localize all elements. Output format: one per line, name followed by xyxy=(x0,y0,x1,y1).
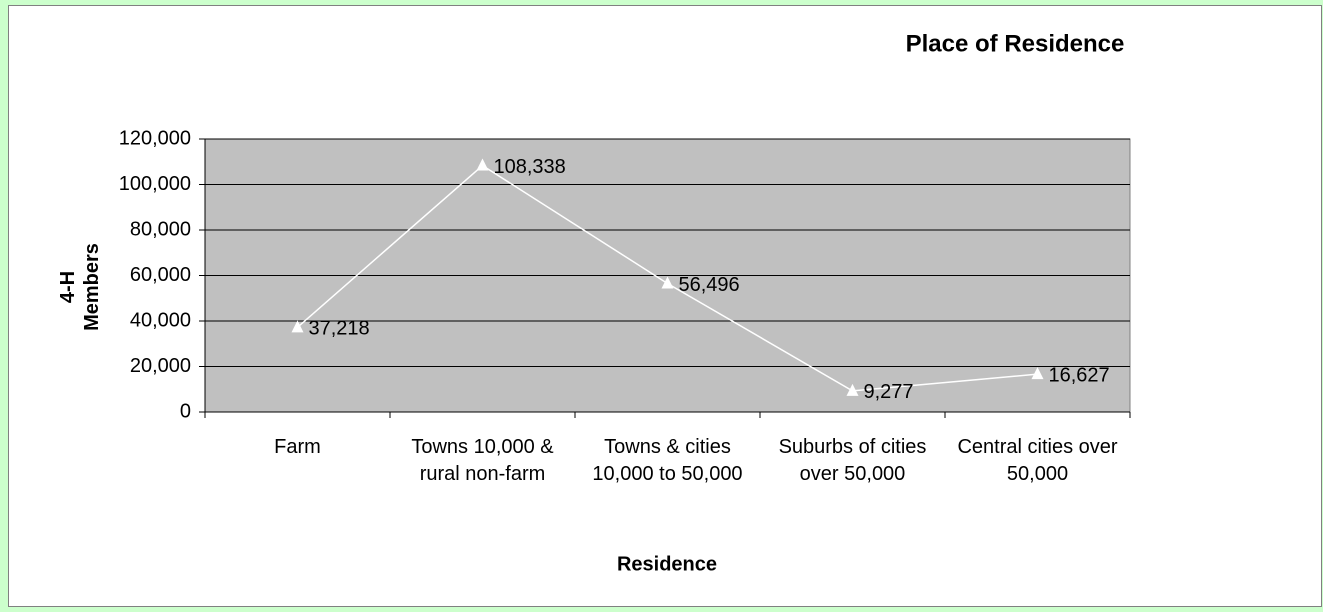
y-tick-label: 0 xyxy=(180,400,191,422)
data-label: 9,277 xyxy=(864,381,914,403)
x-tick-label: Towns 10,000 & rural non-farm xyxy=(411,436,554,485)
data-label: 37,218 xyxy=(309,318,370,340)
y-tick-label: 80,000 xyxy=(130,218,191,240)
marker xyxy=(846,383,859,396)
marker xyxy=(1031,367,1044,380)
y-axis-title: 4-H Members xyxy=(57,243,103,331)
y-tick-label: 20,000 xyxy=(130,355,191,377)
y-tick-label: 120,000 xyxy=(119,127,191,149)
marker xyxy=(476,158,489,171)
x-tick-label: Towns & cities 10,000 to 50,000 xyxy=(592,436,743,485)
y-tick-label: 100,000 xyxy=(119,173,191,195)
data-label: 108,338 xyxy=(494,156,566,178)
chart-title: Place of Residence xyxy=(906,30,1125,57)
x-tick-label: Farm xyxy=(274,436,321,458)
y-tick-label: 60,000 xyxy=(130,264,191,286)
marker xyxy=(291,320,304,333)
data-label: 16,627 xyxy=(1049,364,1110,386)
x-tick-label: Suburbs of cities over 50,000 xyxy=(778,436,927,485)
marker xyxy=(661,276,674,289)
y-tick-label: 40,000 xyxy=(130,309,191,331)
x-tick-label: Central cities over 50,000 xyxy=(957,436,1118,485)
x-axis-title: Residence xyxy=(617,553,717,575)
data-label: 56,496 xyxy=(679,274,740,296)
